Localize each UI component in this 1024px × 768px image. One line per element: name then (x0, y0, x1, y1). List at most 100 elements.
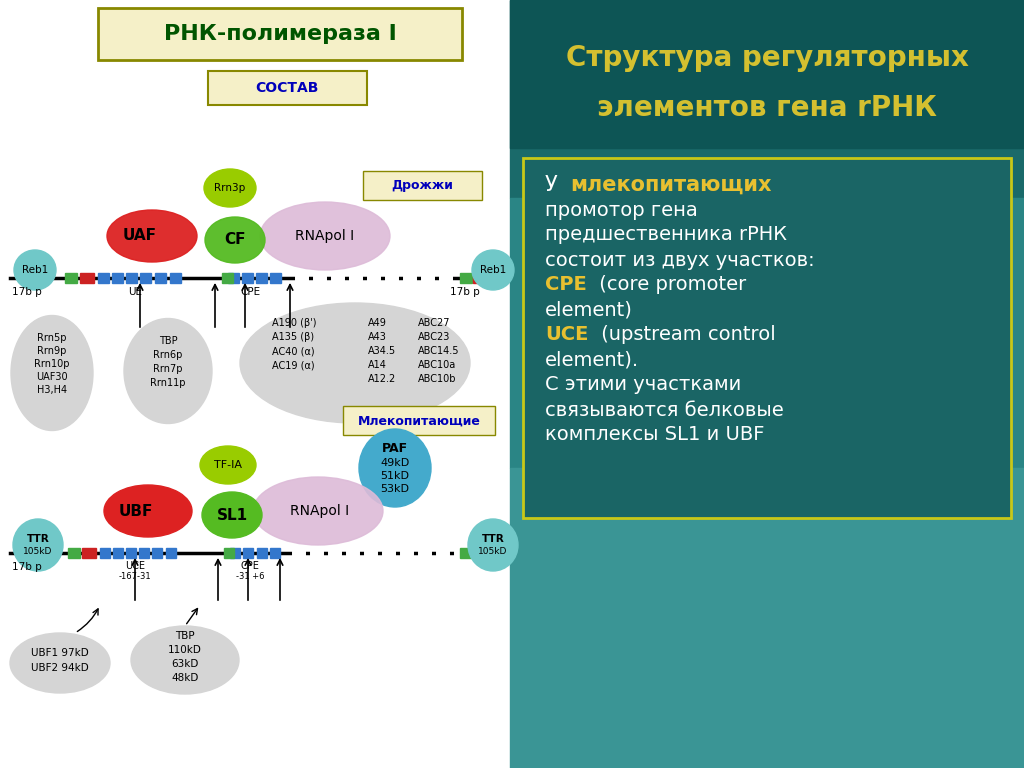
Bar (112, 273, 123, 283)
Text: Rrn5p: Rrn5p (37, 333, 67, 343)
Text: -31 +6: -31 +6 (236, 572, 264, 581)
Text: 49kD: 49kD (380, 458, 410, 468)
Ellipse shape (253, 477, 383, 545)
Text: CPE: CPE (545, 276, 587, 294)
Ellipse shape (202, 492, 262, 538)
Bar (400, 548, 413, 558)
Bar (242, 273, 253, 283)
Bar (68, 548, 80, 558)
Bar (270, 548, 280, 558)
Text: A14: A14 (368, 360, 387, 370)
Bar (257, 548, 267, 558)
Text: TTR: TTR (481, 534, 505, 544)
Bar (460, 548, 472, 558)
Text: A12.2: A12.2 (368, 374, 396, 384)
Bar (439, 273, 452, 283)
Bar (349, 273, 362, 283)
Text: связываются белковые: связываются белковые (545, 400, 783, 419)
Ellipse shape (14, 250, 56, 290)
Ellipse shape (260, 202, 390, 270)
Ellipse shape (13, 519, 63, 571)
Text: С этими участками: С этими участками (545, 376, 741, 395)
Text: UBF1 97kD: UBF1 97kD (31, 648, 89, 658)
Text: 105kD: 105kD (24, 547, 52, 555)
Text: 105kD: 105kD (478, 547, 508, 555)
Text: H3,H4: H3,H4 (37, 385, 67, 395)
Text: A135 (β): A135 (β) (272, 332, 314, 342)
Text: (core promoter: (core promoter (593, 276, 746, 294)
Bar (140, 273, 151, 283)
Text: -167-31: -167-31 (119, 572, 152, 581)
Text: TTR: TTR (27, 534, 49, 544)
Bar (228, 273, 239, 283)
Bar (310, 548, 323, 558)
Bar (152, 548, 162, 558)
Bar (313, 273, 326, 283)
Text: элементов гена rРНК: элементов гена rРНК (597, 94, 937, 122)
Text: 17b p: 17b p (12, 562, 42, 572)
Ellipse shape (204, 169, 256, 207)
Text: РНК-полимераза I: РНК-полимераза I (164, 24, 396, 44)
Ellipse shape (240, 303, 470, 423)
Text: SL1: SL1 (216, 508, 248, 522)
FancyBboxPatch shape (523, 158, 1011, 518)
FancyBboxPatch shape (208, 71, 367, 105)
Bar (510, 0, 1024, 148)
Bar (346, 548, 359, 558)
Text: RNApol I: RNApol I (291, 504, 349, 518)
Text: 17b p: 17b p (450, 287, 480, 297)
Bar (510, 0, 1024, 198)
Text: TBP: TBP (175, 631, 195, 641)
Bar (510, 198, 1024, 468)
Bar (256, 273, 267, 283)
Bar (100, 548, 110, 558)
Ellipse shape (468, 519, 518, 571)
Bar (166, 548, 176, 558)
Bar (510, 468, 1024, 768)
Bar (403, 273, 416, 283)
Text: (upstream control: (upstream control (595, 326, 776, 345)
Text: TF-IA: TF-IA (214, 460, 242, 470)
Bar (224, 548, 234, 558)
Text: A190 (β'): A190 (β') (272, 318, 316, 328)
Text: PAF: PAF (382, 442, 408, 455)
Bar (292, 548, 305, 558)
Text: UAF: UAF (123, 229, 157, 243)
Bar (113, 548, 123, 558)
Ellipse shape (104, 485, 193, 537)
Bar (418, 548, 431, 558)
Bar (155, 273, 166, 283)
Bar (454, 548, 467, 558)
Text: предшественника rРНК: предшественника rРНК (545, 226, 787, 244)
Text: 51kD: 51kD (381, 471, 410, 481)
Text: У: У (545, 175, 564, 195)
Bar (436, 548, 449, 558)
Bar (170, 273, 181, 283)
Text: 110kD: 110kD (168, 645, 202, 655)
Text: UCE: UCE (545, 326, 589, 345)
Bar (0, 0, 510, 768)
Text: AC19 (α): AC19 (α) (272, 360, 314, 370)
Ellipse shape (205, 217, 265, 263)
Text: ABC23: ABC23 (418, 332, 451, 342)
Text: A34.5: A34.5 (368, 346, 396, 356)
Bar (364, 548, 377, 558)
Text: UCE: UCE (125, 561, 145, 571)
Text: 63kD: 63kD (171, 659, 199, 669)
Text: element).: element). (545, 350, 639, 369)
Text: Rrn3p: Rrn3p (214, 183, 246, 193)
Text: Rrn7p: Rrn7p (154, 364, 182, 374)
Text: UAF30: UAF30 (36, 372, 68, 382)
Bar (82, 548, 96, 558)
Text: ABC10a: ABC10a (418, 360, 457, 370)
Bar (222, 273, 233, 283)
Ellipse shape (11, 316, 93, 431)
Text: element): element) (545, 300, 633, 319)
Bar (382, 548, 395, 558)
Text: ABC10b: ABC10b (418, 374, 457, 384)
Text: CF: CF (224, 233, 246, 247)
Text: млекопитающих: млекопитающих (570, 175, 771, 195)
Text: состоит из двух участков:: состоит из двух участков: (545, 250, 815, 270)
Text: промотор гена: промотор гена (545, 200, 697, 220)
Bar (473, 273, 485, 283)
